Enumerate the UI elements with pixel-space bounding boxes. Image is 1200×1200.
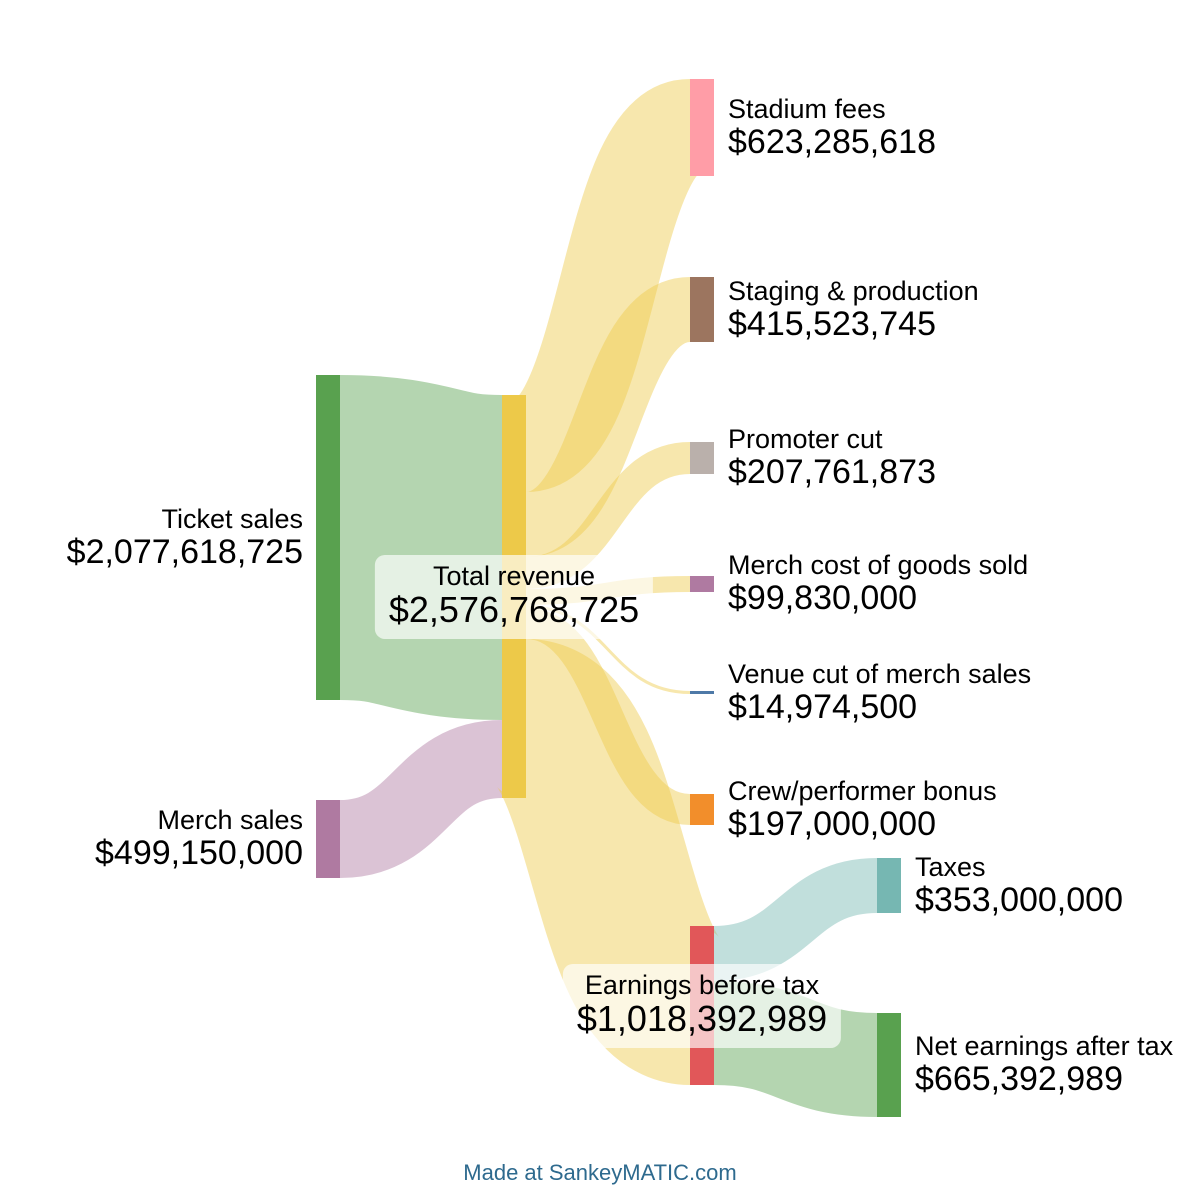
node-promoter-cut (690, 442, 714, 474)
flow-total-revenue-to-staging-production (521, 277, 695, 557)
node-crew-bonus (690, 794, 714, 825)
node-staging-production (690, 277, 714, 342)
flow-ticket-sales-to-total-revenue (337, 375, 505, 720)
node-merch-sales (316, 800, 340, 878)
node-total-revenue (502, 395, 526, 798)
flow-earnings-before-tax-to-net-earnings (712, 981, 879, 1117)
node-taxes (877, 858, 901, 913)
node-net-earnings (877, 1013, 901, 1117)
flow-total-revenue-to-merch-cogs (525, 576, 691, 605)
flow-earnings-before-tax-to-taxes (712, 858, 879, 981)
flow-merch-sales-to-total-revenue (337, 720, 505, 878)
node-earnings-before-tax (690, 926, 714, 1085)
node-ticket-sales (316, 375, 340, 700)
attribution-text: Made at SankeyMATIC.com (463, 1160, 737, 1185)
flow-total-revenue-to-earnings-before-tax (492, 639, 724, 1085)
node-merch-cogs (690, 576, 714, 592)
flow-total-revenue-to-stadium-fees (512, 79, 704, 492)
node-stadium-fees (690, 79, 714, 176)
node-venue-cut (690, 691, 714, 694)
